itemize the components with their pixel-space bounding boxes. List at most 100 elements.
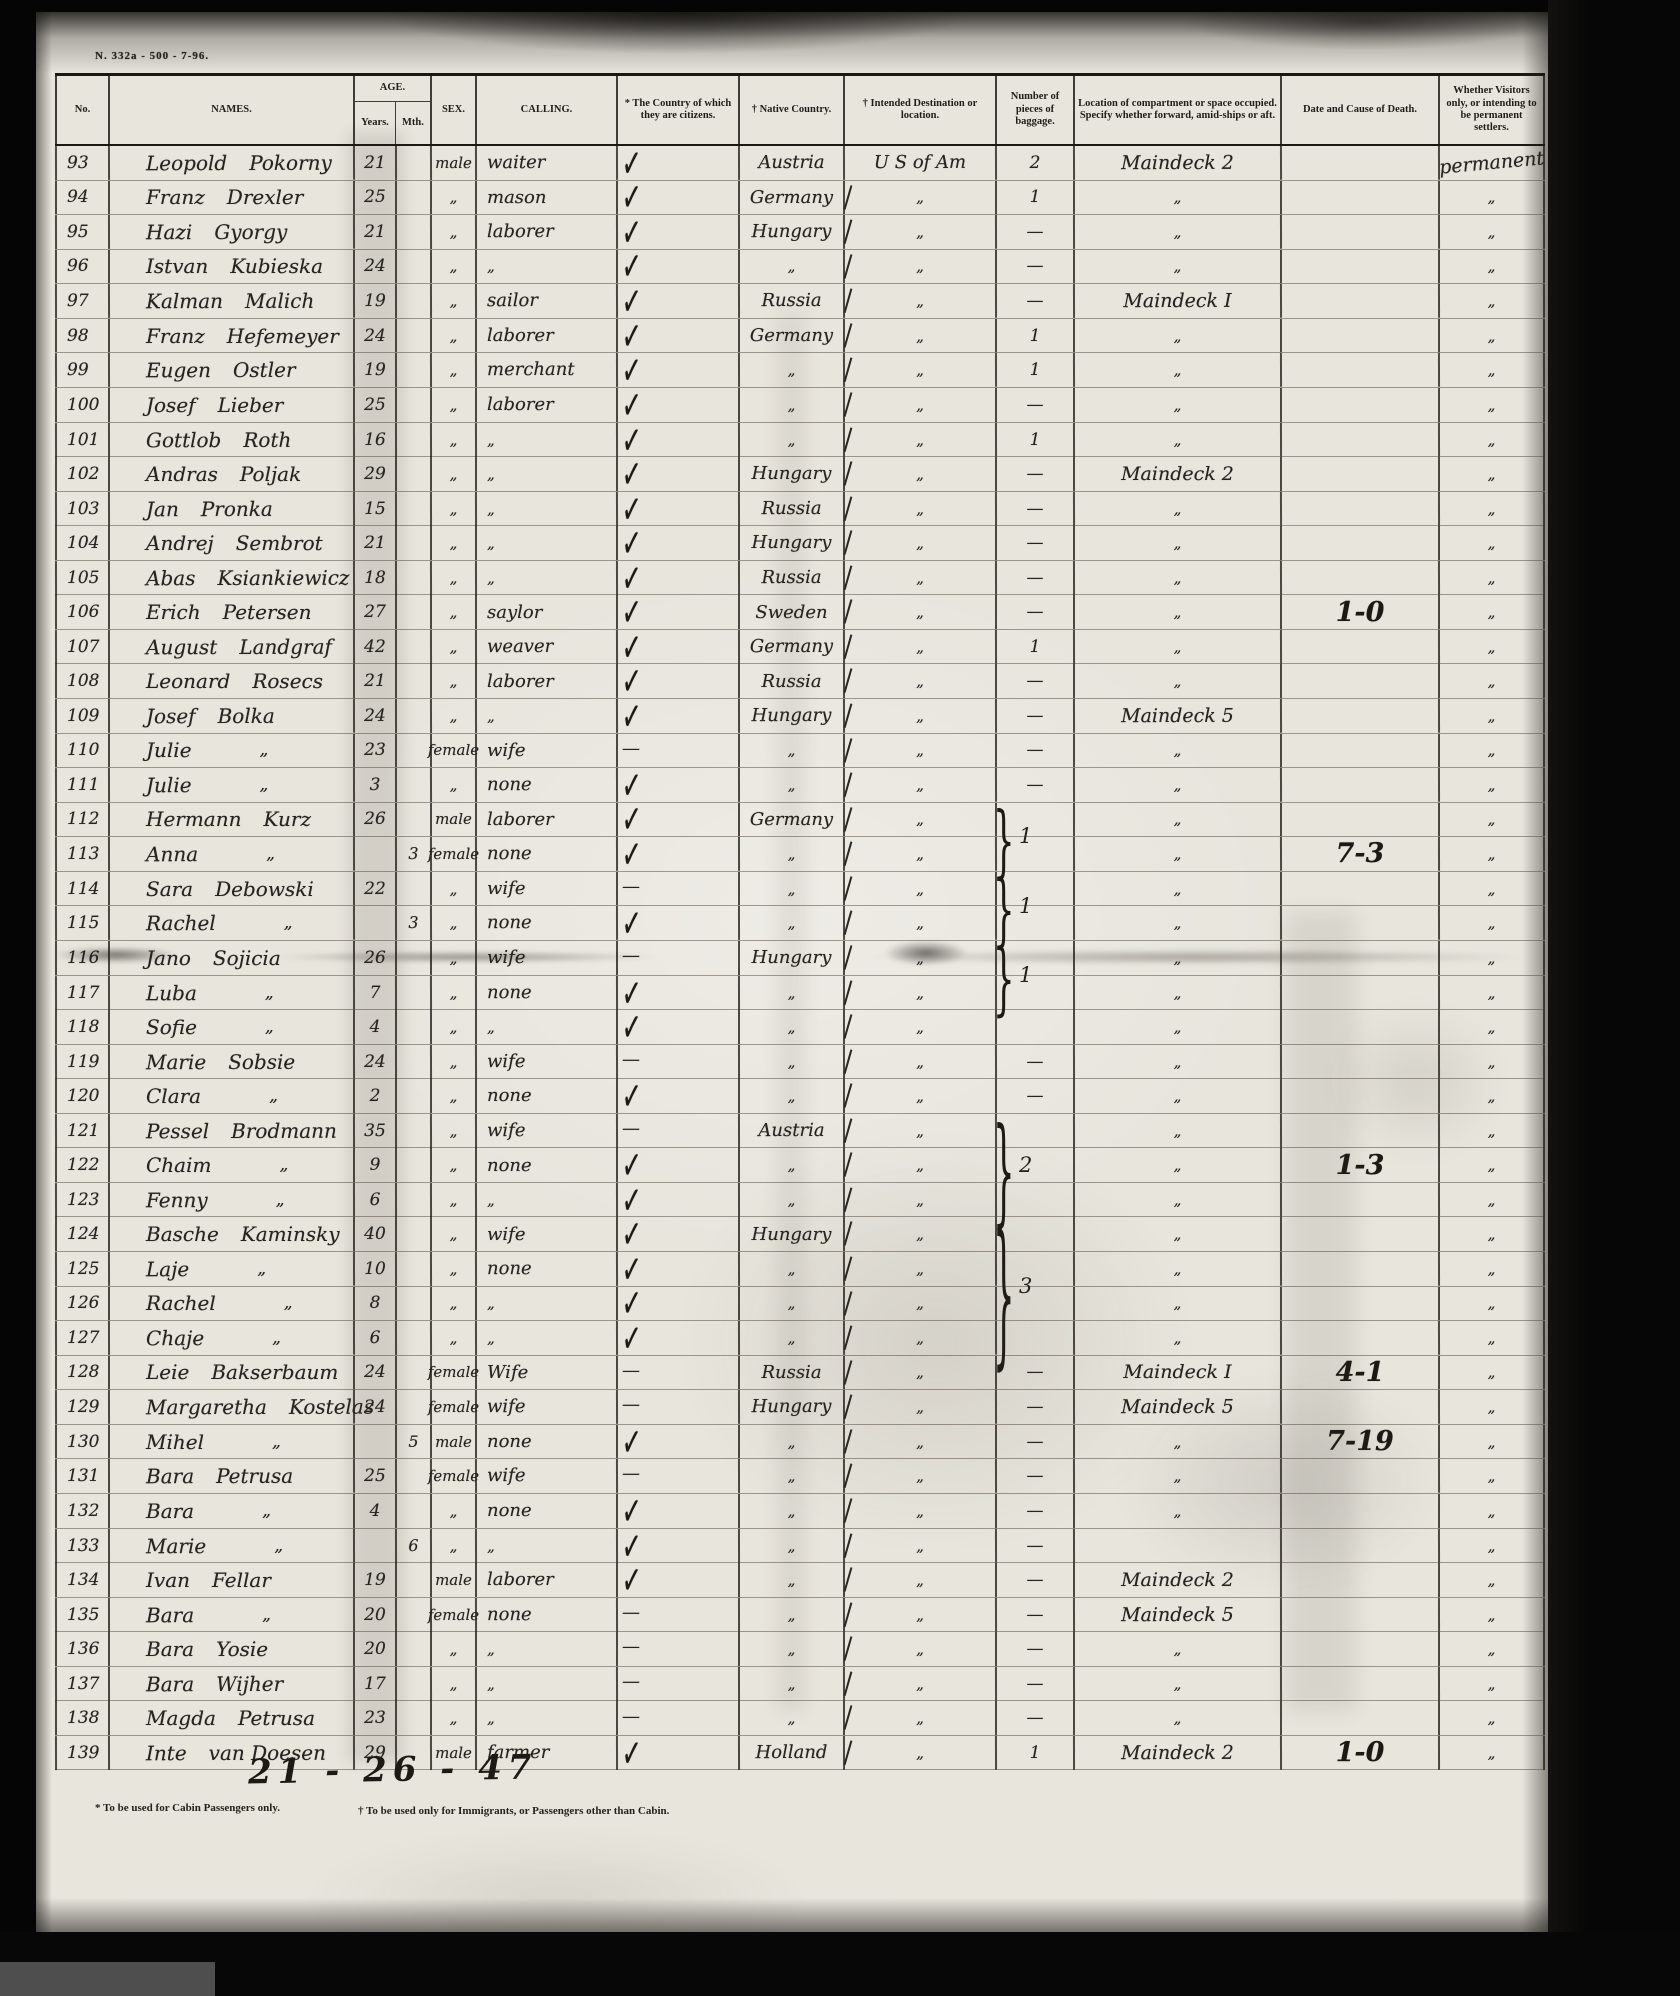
cell-baggage-count-value: — xyxy=(1026,602,1044,623)
cell-destination-value: „ xyxy=(916,1121,924,1140)
cell-destination: „ xyxy=(844,975,998,1010)
cell-age-months xyxy=(397,1286,432,1321)
header-destination: † Intended Destination or location. xyxy=(845,76,997,144)
cell-citizenship-mark: — xyxy=(618,940,740,975)
cell-sex-value: „ xyxy=(449,395,458,414)
cell-sex: female xyxy=(428,837,479,871)
cell-age-years: 16 xyxy=(354,422,398,457)
cell-compartment-value: „ xyxy=(1173,741,1182,760)
cell-native-country-value: „ xyxy=(787,430,796,449)
cell-destination: „ xyxy=(845,1079,997,1113)
cell-compartment: „ xyxy=(1074,214,1283,249)
cell-citizenship-mark: ✓ xyxy=(618,1558,740,1605)
table-row: 138 Magda Petrusa 23 „ „ — „ „ — „ „ xyxy=(55,1701,1545,1736)
cell-settler-status: „ xyxy=(1440,1355,1545,1390)
cell-age-months xyxy=(396,1321,433,1355)
cell-native-country-value: Germany xyxy=(749,325,834,347)
cell-destination-value: „ xyxy=(916,430,924,449)
cell-destination-value: „ xyxy=(916,395,924,414)
cell-sex-value: „ xyxy=(449,603,458,622)
settler-status-value: „ xyxy=(1487,222,1496,241)
cell-baggage-count xyxy=(997,871,1075,906)
cell-death-note xyxy=(1281,214,1441,249)
cell-destination-value: „ xyxy=(916,1086,924,1105)
surname: „ xyxy=(272,1327,281,1348)
cell-baggage-count-value: — xyxy=(1026,1535,1044,1556)
cell-compartment: „ xyxy=(1074,629,1283,664)
cell-death-note xyxy=(1281,422,1441,457)
cell-native-country-value: „ xyxy=(787,845,796,864)
cell-sex: „ xyxy=(432,1148,477,1182)
cell-age-years-value: 24 xyxy=(364,325,386,346)
cell-destination-value: „ xyxy=(916,1156,924,1175)
cell-age-years xyxy=(354,906,398,940)
cell-calling: „ xyxy=(476,1320,619,1355)
cell-row-number: 130 xyxy=(55,1424,110,1459)
cell-passenger-name: Bara Wijher xyxy=(109,1666,356,1701)
cell-calling: wife xyxy=(476,1390,619,1424)
cell-passenger-name: Luba „ xyxy=(109,975,356,1010)
cell-native-country: „ xyxy=(739,422,846,457)
cell-baggage-count: — xyxy=(997,1355,1075,1390)
cell-sex-value: male xyxy=(435,153,472,172)
cell-destination-value: „ xyxy=(916,361,924,380)
header-no: No. xyxy=(55,76,110,144)
cell-baggage-count: — xyxy=(997,387,1075,422)
cell-calling: laborer xyxy=(477,1563,618,1597)
cell-age-months: 5 xyxy=(397,1424,432,1459)
cell-sex: male xyxy=(432,1424,477,1459)
surname: Petrusa xyxy=(216,1463,294,1489)
cell-age-years: 24 xyxy=(355,1355,397,1390)
cell-native-country: „ xyxy=(740,1493,845,1528)
table-row: 105 Abas Ksiankiewicz 18 „ „ ✓ Russia „ — „ „ xyxy=(54,556,1546,603)
cell-native-country-value: „ xyxy=(787,1086,796,1105)
cell-destination: „ xyxy=(844,353,998,388)
cell-sex: female xyxy=(428,1597,479,1632)
cell-citizenship-mark: ✓ xyxy=(617,625,741,672)
settler-status-value: „ xyxy=(1487,1709,1496,1728)
cell-death-note xyxy=(1282,733,1440,768)
cell-citizenship-mark: — xyxy=(617,1044,741,1079)
cell-age-years-value: 7 xyxy=(369,982,381,1003)
cell-destination-value: „ xyxy=(916,1570,924,1589)
cell-native-country: „ xyxy=(740,1424,845,1459)
footnote-cabin: * To be used for Cabin Passengers only. xyxy=(95,1802,281,1814)
cell-destination-value: „ xyxy=(916,1398,924,1417)
cell-destination: „ xyxy=(845,1563,997,1597)
cell-compartment-value: „ xyxy=(1173,430,1182,449)
cell-baggage-count-value: — xyxy=(1026,1466,1044,1487)
dash-mark: — xyxy=(621,1463,641,1485)
cell-destination-value: „ xyxy=(916,1328,924,1347)
cell-row-number-value: 106 xyxy=(67,602,100,623)
cell-sex: male xyxy=(432,802,477,837)
cell-row-number: 97 xyxy=(54,284,111,318)
table-row: 125 Laje „ 10 „ none ✓ „ „ „ „ xyxy=(54,1247,1546,1294)
cell-citizenship-mark: — xyxy=(618,1701,740,1735)
cell-citizenship-mark: ✓ xyxy=(617,1247,741,1294)
cell-calling-value: wife xyxy=(487,1223,526,1245)
cell-compartment: Maindeck 2 xyxy=(1075,457,1282,491)
cell-calling: „ xyxy=(477,1632,618,1666)
cell-citizenship-mark: ✓ xyxy=(618,1281,740,1329)
cell-citizenship-mark: ✓ xyxy=(617,1523,741,1571)
cell-native-country-value: Hungary xyxy=(751,1396,832,1418)
cell-native-country-value: „ xyxy=(787,1328,796,1347)
cell-row-number: 94 xyxy=(55,180,110,215)
cell-compartment: „ xyxy=(1075,1632,1282,1666)
cell-sex-value: „ xyxy=(449,1086,458,1105)
cell-row-number-value: 135 xyxy=(66,1604,100,1625)
cell-baggage-count xyxy=(997,1010,1075,1044)
cell-destination-value: „ xyxy=(916,879,924,898)
cell-destination: „ xyxy=(845,526,997,560)
cell-age-months-value: 3 xyxy=(408,844,419,864)
given-name: Julie xyxy=(146,738,192,763)
surname: Rosecs xyxy=(252,669,323,694)
surname: Lieber xyxy=(217,392,284,417)
cell-calling-value: wife xyxy=(486,1050,526,1073)
cell-death-note xyxy=(1282,871,1440,906)
cell-passenger-name: Laje „ xyxy=(109,1251,356,1286)
cell-death-note xyxy=(1281,284,1441,319)
cell-passenger-name: Clara „ xyxy=(110,1079,355,1113)
cell-age-months xyxy=(397,733,432,768)
cell-age-years-value: 21 xyxy=(364,221,386,242)
